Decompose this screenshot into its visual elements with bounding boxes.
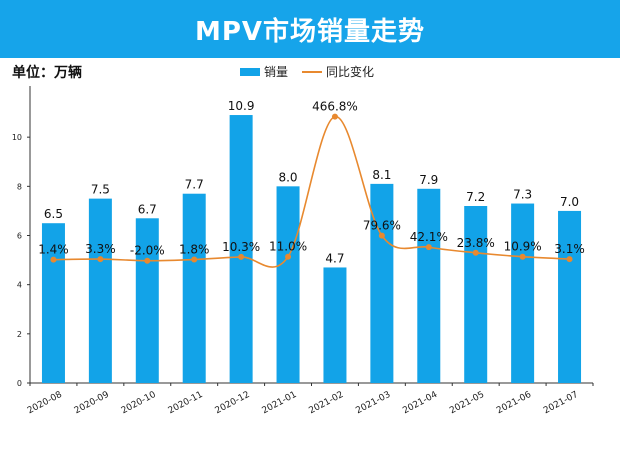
bar-2021-03	[370, 183, 394, 383]
yoy-point-2020-11	[191, 256, 198, 263]
x-tick-label: 2020-10	[120, 390, 158, 417]
yoy-value-label: 10.3%	[222, 240, 260, 254]
yoy-value-label: 3.1%	[554, 242, 585, 256]
yoy-point-2021-04	[425, 244, 432, 251]
yoy-value-label: 466.8%	[312, 100, 358, 114]
yoy-point-2021-06	[519, 253, 526, 260]
bar-2020-10	[135, 218, 159, 383]
yoy-value-label: -2.0%	[130, 244, 165, 258]
yoy-point-2020-08	[50, 256, 57, 263]
bar-value-label: 10.9	[228, 99, 255, 113]
bar-value-label: 7.2	[466, 190, 485, 204]
yoy-point-2021-03	[378, 232, 385, 239]
yoy-value-label: 42.1%	[410, 230, 448, 244]
yoy-point-2020-12	[238, 253, 245, 260]
x-tick-label: 2021-02	[307, 390, 345, 416]
legend-label-sales: 销量	[264, 65, 289, 79]
y-tick-label: 2	[17, 330, 22, 339]
x-tick-label: 2021-03	[354, 390, 392, 416]
bar-value-label: 8.0	[278, 170, 297, 184]
x-tick-label: 2020-11	[167, 390, 205, 416]
x-tick-label: 2020-09	[73, 390, 111, 417]
bar-value-label: 6.5	[44, 207, 63, 221]
x-tick-label: 2021-04	[401, 390, 439, 417]
bar-2020-11	[182, 193, 206, 383]
bar-2020-08	[41, 223, 65, 383]
yoy-value-label: 1.4%	[38, 243, 69, 257]
yoy-point-2020-10	[144, 257, 151, 264]
y-tick-label: 6	[17, 232, 22, 241]
x-tick-label: 2021-07	[542, 390, 580, 416]
yoy-value-label: 79.6%	[363, 219, 401, 233]
y-tick-label: 8	[17, 182, 22, 191]
yoy-value-label: 10.9%	[504, 240, 542, 254]
bar-value-label: 6.7	[138, 202, 157, 216]
bar-value-label: 7.9	[419, 173, 438, 187]
bar-2021-05	[464, 206, 488, 383]
y-tick-label: 10	[12, 133, 22, 142]
y-tick-label: 4	[17, 281, 22, 290]
yoy-value-label: 1.8%	[179, 243, 210, 257]
bar-value-label: 7.7	[185, 178, 204, 192]
bar-2021-07	[558, 210, 582, 383]
yoy-point-2021-02	[331, 113, 338, 120]
legend-label-yoy: 同比变化	[326, 65, 375, 79]
yoy-value-label: 23.8%	[457, 236, 495, 250]
legend-bar-swatch	[240, 67, 260, 76]
bar-2021-06	[511, 203, 535, 383]
y-tick-label: 0	[17, 379, 22, 388]
yoy-point-2021-01	[285, 253, 292, 260]
unit-label: 单位：万辆	[12, 65, 82, 81]
bar-value-label: 7.3	[513, 188, 532, 202]
bar-value-label: 4.7	[325, 251, 344, 265]
yoy-point-2021-05	[472, 249, 479, 256]
legend: 销量 同比变化	[240, 63, 388, 80]
bar-2020-12	[229, 115, 253, 384]
bar-2021-01	[276, 186, 300, 383]
x-tick-label: 2021-06	[495, 390, 533, 417]
x-tick-label: 2021-05	[448, 390, 486, 416]
bar-2020-09	[88, 198, 112, 383]
x-tick-label: 2021-01	[261, 390, 299, 416]
bar-value-label: 8.1	[372, 168, 391, 182]
x-tick-label: 2020-08	[26, 390, 64, 417]
bar-value-label: 7.5	[91, 183, 110, 197]
x-tick-label: 2020-12	[214, 390, 252, 416]
bar-value-label: 7.0	[560, 195, 579, 209]
yoy-value-label: 3.3%	[85, 242, 116, 256]
yoy-value-label: 11.0%	[269, 240, 307, 254]
bar-2021-04	[417, 188, 441, 383]
legend-line-swatch	[302, 70, 323, 73]
bar-2021-02	[323, 267, 347, 383]
yoy-point-2021-07	[566, 256, 573, 263]
chart-title-banner: MPV市场销量走势	[0, 0, 620, 58]
chart-title: MPV市场销量走势	[194, 16, 426, 47]
yoy-point-2020-09	[97, 256, 104, 263]
legend-item-sales: 销量	[240, 63, 288, 80]
legend-item-yoy: 同比变化	[302, 63, 374, 80]
